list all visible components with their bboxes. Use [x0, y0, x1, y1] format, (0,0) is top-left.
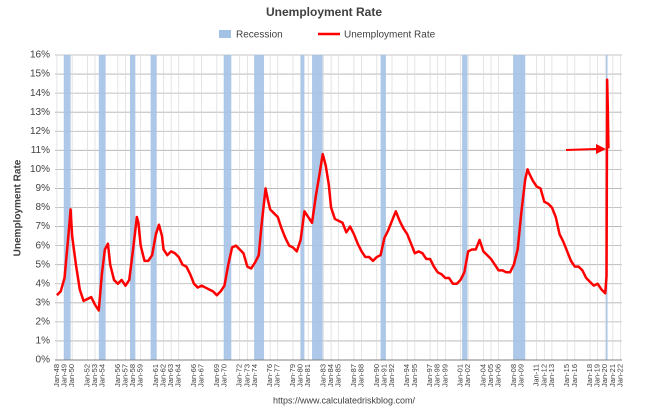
x-tick-label: Jan-95 [410, 364, 419, 387]
x-tick-label: Jan-79 [288, 364, 297, 387]
chart-title: Unemployment Rate [266, 5, 382, 19]
x-tick-label: Jan-90 [372, 364, 381, 387]
x-tick-label: Jan-80 [296, 364, 305, 387]
recession-band [513, 55, 526, 360]
x-tick-label: Jan-06 [494, 364, 503, 387]
x-tick-label: Jan-21 [608, 364, 617, 387]
x-tick-label: Jan-50 [67, 364, 76, 387]
y-tick-label: 4% [36, 278, 51, 289]
y-tick-label: 5% [36, 259, 51, 270]
x-tick-label: Jan-62 [159, 364, 168, 387]
x-tick-label: Jan-88 [357, 364, 366, 387]
recession-band [462, 55, 468, 360]
x-tick-label: Jan-67 [197, 364, 206, 387]
recession-band [300, 55, 305, 360]
recession-band [150, 55, 157, 360]
x-tick-label: Jan-73 [242, 364, 251, 387]
y-tick-label: 1% [36, 336, 51, 347]
source: https://www.calculatedriskblog.com/ [273, 395, 416, 405]
x-tick-label: Jan-99 [440, 364, 449, 387]
x-tick-label: Jan-64 [174, 364, 183, 387]
y-tick-label: 6% [36, 240, 51, 251]
x-tick-label: Jan-61 [151, 364, 160, 387]
x-tick-label: Jan-13 [547, 364, 556, 387]
x-tick-label: Jan-08 [509, 364, 518, 387]
x-tick-label: Jan-48 [52, 364, 61, 387]
x-tick-label: Jan-94 [402, 364, 411, 387]
y-tick-label: 0% [36, 355, 51, 366]
x-tick-label: Jan-70 [219, 364, 228, 387]
recession-band [312, 55, 323, 360]
recession-band [98, 55, 106, 360]
y-tick-label: 11% [31, 145, 50, 156]
x-tick-label: Jan-97 [425, 364, 434, 387]
x-tick-label: Jan-77 [273, 364, 282, 387]
y-tick-label: 2% [36, 317, 51, 328]
x-tick-label: Jan-83 [318, 364, 327, 387]
x-tick-label: Jan-76 [265, 364, 274, 387]
x-tick-label: Jan-53 [90, 364, 99, 387]
legend-swatch [219, 30, 231, 38]
x-tick-label: Jan-56 [113, 364, 122, 387]
line-series [56, 78, 610, 312]
x-tick-label: Jan-59 [136, 364, 145, 387]
x-tick-label: Jan-11 [532, 364, 541, 386]
x-tick-label: Jan-84 [326, 364, 335, 387]
x-tick-label: Jan-98 [433, 364, 442, 387]
x-tick-label: Jan-49 [60, 364, 69, 387]
y-tick-label: 15% [30, 69, 50, 80]
y-tick-label: 3% [36, 297, 51, 308]
recession-band [63, 55, 71, 360]
x-tick-label: Jan-04 [478, 364, 487, 387]
x-tick-label: Jan-05 [486, 364, 495, 387]
x-tick-label: Jan-01 [456, 364, 465, 387]
annotation-arrowhead [596, 144, 606, 154]
y-tick-label: 8% [36, 202, 51, 213]
x-tick-label: Jan-19 [593, 364, 602, 387]
x-tick-label: Jan-15 [562, 364, 571, 387]
x-tick-label: Jan-63 [166, 364, 175, 387]
recession-band [130, 55, 136, 360]
x-tick-label: Jan-72 [235, 364, 244, 387]
x-tick-label: Jan-20 [600, 364, 609, 387]
x-tick-label: Jan-18 [585, 364, 594, 387]
y-tick-label: 9% [36, 183, 51, 194]
y-tick-label: 10% [30, 164, 50, 175]
x-tick-label: Jan-91 [379, 364, 388, 387]
x-tick-label: Jan-09 [516, 364, 525, 387]
x-tick-label: Jan-92 [387, 364, 396, 387]
x-tick-label: Jan-66 [189, 364, 198, 387]
x-tick-label: Jan-58 [128, 364, 137, 387]
x-tick-label: Jan-52 [82, 364, 91, 387]
y-tick-label: 16% [30, 50, 50, 61]
x-tick-label: Jan-02 [463, 364, 472, 387]
y-tick-label: 14% [30, 88, 50, 99]
x-tick-label: Jan-16 [570, 364, 579, 387]
x-tick-label: Jan-69 [212, 364, 221, 387]
y-tick-label: 12% [30, 126, 50, 137]
recession-band [254, 55, 265, 360]
y-axis-label: Unemployment Rate [13, 159, 24, 256]
legend-label: Recession [236, 30, 283, 41]
x-tick-label: Jan-57 [120, 364, 129, 387]
y-tick-label: 7% [36, 221, 51, 232]
y-tick-label: 13% [30, 107, 50, 118]
x-tick-label: Jan-74 [250, 364, 259, 387]
x-tick-label: Jan-85 [334, 364, 343, 387]
x-tick-label: Jan-54 [98, 364, 107, 387]
recession-band [223, 55, 232, 360]
x-tick-label: Jan-81 [303, 364, 312, 387]
legend-label: Unemployment Rate [344, 30, 436, 41]
x-tick-label: Jan-22 [615, 364, 624, 387]
recession-band [380, 55, 386, 360]
x-tick-label: Jan-87 [349, 364, 358, 387]
annotation-arrow [565, 148, 597, 151]
x-tick-label: Jan-12 [539, 364, 548, 387]
